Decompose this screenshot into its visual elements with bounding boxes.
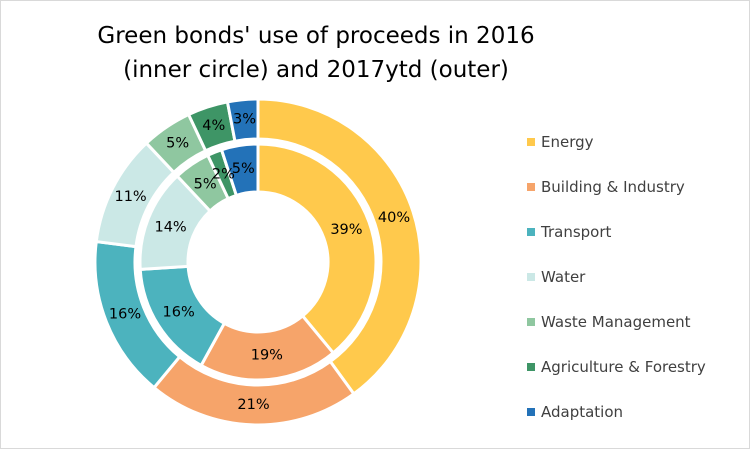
slice-inner-adaptation — [219, 142, 260, 198]
legend-item-energy: Energy — [527, 133, 594, 151]
label-outer-water: 11% — [114, 189, 146, 205]
label-inner-building-and-industry: 19% — [251, 348, 283, 364]
legend-swatch — [527, 228, 535, 236]
legend-label: Transport — [540, 223, 612, 241]
label-outer-adaptation: 3% — [233, 112, 256, 128]
legend: Energy Building & Industry Transport Water W… — [527, 133, 706, 421]
donut-rings — [93, 97, 423, 427]
slice-inner-energy — [256, 142, 378, 356]
legend-swatch — [527, 138, 535, 146]
legend-item-water: Water — [527, 268, 586, 286]
label-inner-energy: 39% — [330, 222, 362, 238]
legend-item-agriculture-and-forestry: Agriculture & Forestry — [527, 358, 706, 376]
label-outer-energy: 40% — [378, 210, 410, 226]
label-inner-adaptation: 5% — [232, 161, 255, 177]
chart-title: Green bonds' use of proceeds in 2016 (in… — [97, 23, 535, 83]
legend-label: Waste Management — [541, 313, 691, 331]
label-inner-water: 14% — [154, 219, 186, 235]
label-inner-transport: 16% — [163, 304, 195, 320]
legend-item-building-and-industry: Building & Industry — [527, 178, 685, 196]
label-outer-agriculture-and-forestry: 4% — [202, 118, 225, 134]
legend-label: Energy — [541, 133, 594, 151]
legend-item-transport: Transport — [527, 223, 612, 241]
legend-item-adaptation: Adaptation — [527, 403, 623, 421]
label-outer-building-and-industry: 21% — [237, 397, 269, 413]
slice-outer-energy — [256, 97, 423, 396]
legend-swatch — [527, 183, 535, 191]
legend-label: Water — [541, 268, 586, 286]
slice-outer-adaptation — [225, 97, 260, 143]
legend-swatch — [527, 273, 535, 281]
label-outer-waste-management: 5% — [166, 136, 189, 152]
label-inner-waste-management: 5% — [194, 176, 217, 192]
data-labels: 39%19%16%14%5%2%5%40%21%16%11%5%4% 3% — [109, 112, 410, 413]
label-inner-agriculture-and-forestry: 2% — [212, 167, 235, 183]
legend-label: Building & Industry — [541, 178, 685, 196]
legend-label: Adaptation — [541, 403, 623, 421]
legend-swatch — [527, 318, 535, 326]
legend-swatch — [527, 363, 535, 371]
legend-label: Agriculture & Forestry — [541, 358, 706, 376]
label-outer-transport: 16% — [109, 307, 141, 323]
legend-swatch — [527, 408, 535, 416]
legend-item-waste-management: Waste Management — [527, 313, 691, 331]
